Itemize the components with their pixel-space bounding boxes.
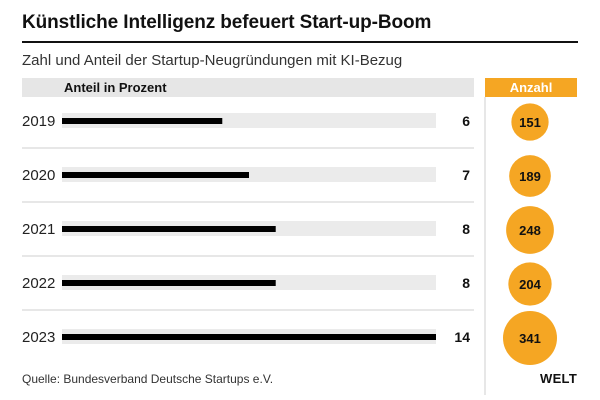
count-circle	[509, 155, 551, 197]
count-value-label: 204	[519, 277, 541, 292]
count-circle	[503, 311, 557, 365]
title-rule	[22, 41, 578, 43]
bar	[62, 334, 436, 340]
welt-logo: WELT	[540, 371, 578, 386]
bar	[62, 280, 276, 286]
bar-value-label: 7	[462, 167, 470, 183]
chart-title: Künstliche Intelligenz befeuert Start-up…	[22, 12, 432, 33]
count-value-label: 341	[519, 331, 541, 346]
count-circle	[506, 206, 554, 254]
count-circle	[511, 103, 549, 141]
count-circle	[508, 262, 552, 306]
count-value-label: 151	[519, 115, 541, 130]
count-value-label: 189	[519, 169, 541, 184]
count-header-band	[485, 78, 577, 97]
year-label: 2022	[22, 275, 55, 292]
bar	[62, 172, 249, 178]
bar-value-label: 14	[454, 329, 470, 345]
year-label: 2019	[22, 113, 55, 130]
bar-track	[62, 113, 436, 128]
year-label: 2020	[22, 167, 55, 184]
bar	[62, 226, 276, 232]
bar-header-band	[22, 78, 474, 97]
count-value-label: 248	[519, 223, 541, 238]
bar-value-label: 6	[462, 113, 470, 129]
bar-value-label: 8	[462, 275, 470, 291]
bar	[62, 118, 223, 124]
year-label: 2023	[22, 329, 55, 346]
bar-header-label: Anteil in Prozent	[64, 80, 167, 95]
chart-subtitle: Zahl und Anteil der Startup-Neugründunge…	[22, 52, 403, 69]
count-header-label: Anzahl	[510, 80, 553, 95]
year-label: 2021	[22, 221, 55, 238]
bar-value-label: 8	[462, 221, 470, 237]
source-note: Quelle: Bundesverband Deutsche Startups …	[22, 372, 274, 386]
